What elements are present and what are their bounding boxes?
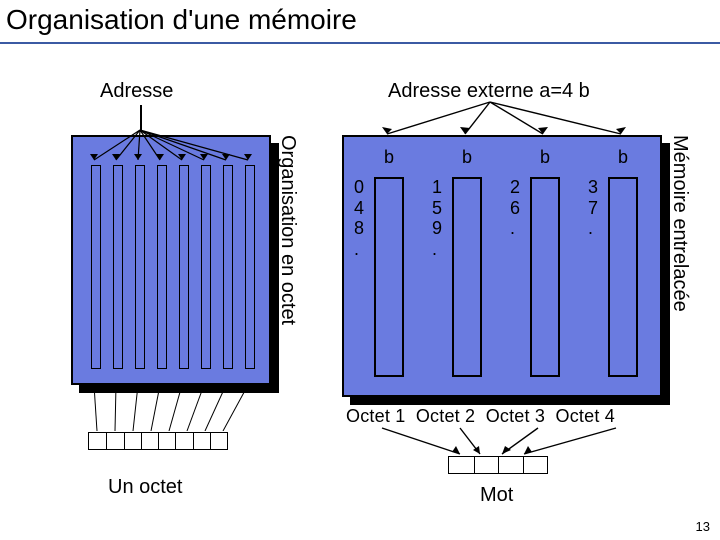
byte-tick: [141, 433, 142, 449]
left-memory: [71, 135, 271, 385]
bank-values: 37.: [588, 177, 628, 239]
word-tick: [474, 457, 475, 473]
octet-to-word-arrows: [342, 426, 662, 458]
label-un-octet: Un octet: [108, 476, 182, 499]
bank-values: 159.: [432, 177, 472, 260]
bank-header: b: [608, 147, 638, 168]
bank-header: b: [530, 147, 560, 168]
left-bar: [135, 165, 145, 369]
right-fanout: [342, 100, 662, 140]
right-memory: b b b b 048. 159. 26. 37.: [342, 135, 662, 397]
left-bar: [245, 165, 255, 369]
byte-tick: [106, 433, 107, 449]
label-adresse: Adresse: [100, 80, 173, 103]
label-mot: Mot: [480, 484, 513, 507]
byte-box: [88, 432, 228, 450]
byte-tick: [210, 433, 211, 449]
bank-header: b: [374, 147, 404, 168]
left-bar: [223, 165, 233, 369]
byte-tick: [158, 433, 159, 449]
page-number: 13: [696, 519, 710, 534]
title-rule: [0, 42, 720, 44]
bank-header: b: [452, 147, 482, 168]
byte-tick: [193, 433, 194, 449]
left-bar-to-byte: [71, 385, 271, 431]
slide: Organisation d'une mémoire Adresse Adres…: [0, 0, 720, 540]
left-bar: [113, 165, 123, 369]
left-bar: [157, 165, 167, 369]
addr-line-left: [140, 105, 142, 130]
label-org-octet: Organisation en octet: [276, 135, 299, 325]
slide-title: Organisation d'une mémoire: [6, 4, 357, 36]
left-bar: [179, 165, 189, 369]
word-box: [448, 456, 548, 474]
label-mem-entre: Mémoire entrelacée: [668, 135, 691, 312]
word-tick: [523, 457, 524, 473]
byte-tick: [175, 433, 176, 449]
left-bar: [201, 165, 211, 369]
bank-values: 26.: [510, 177, 550, 239]
left-fanout: [71, 128, 271, 168]
left-bar: [91, 165, 101, 369]
word-tick: [498, 457, 499, 473]
byte-tick: [124, 433, 125, 449]
bank-values: 048.: [354, 177, 394, 260]
octet-labels: Octet 1 Octet 2 Octet 3 Octet 4: [346, 406, 615, 427]
